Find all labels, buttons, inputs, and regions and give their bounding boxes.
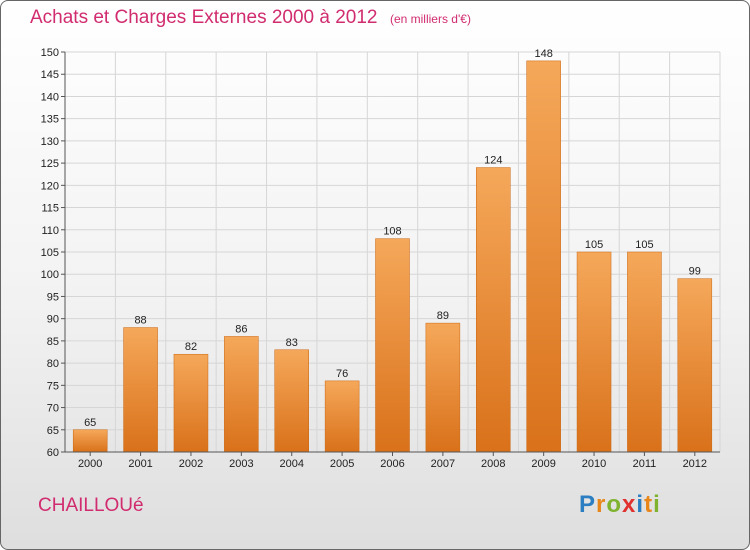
logo-letter: x (622, 491, 637, 518)
x-tick-label-2004: 2004 (279, 458, 303, 470)
bar-2002 (173, 353, 209, 453)
bar-2000 (72, 429, 108, 453)
data-label-2004: 83 (286, 337, 298, 349)
data-label-2000: 65 (84, 417, 96, 429)
bar-2007 (425, 322, 461, 453)
logo-letter: o (606, 491, 623, 518)
y-tick-label: 120 (41, 180, 59, 192)
y-tick-label: 90 (47, 314, 59, 326)
data-label-2010: 105 (585, 239, 603, 251)
y-tick-label: 105 (41, 247, 59, 259)
y-tick-label: 80 (47, 358, 59, 370)
y-tick-label: 60 (47, 447, 59, 459)
labels: 60 65 70 75 80 85 90 95 100 105 110 115 120 125 130 135… (41, 47, 707, 470)
proxiti-logo: Proxiti (579, 491, 661, 519)
bar-2011 (627, 251, 662, 453)
axes (61, 51, 720, 456)
y-tick-label: 110 (41, 225, 59, 237)
bar-2004 (274, 349, 309, 453)
y-tick-label: 75 (47, 380, 59, 392)
y-tick-label: 150 (41, 47, 59, 59)
x-tick-label-2006: 2006 (380, 458, 404, 470)
x-tick-label-2003: 2003 (229, 458, 253, 470)
chart-title: Achats et Charges Externes 2000 à 2012 (30, 7, 378, 28)
bar-2008 (476, 167, 511, 453)
bars (72, 60, 713, 453)
x-tick-label-2007: 2007 (431, 458, 455, 470)
y-tick-label: 145 (41, 69, 59, 81)
x-tick-label-2010: 2010 (582, 458, 606, 470)
x-tick-label-2005: 2005 (330, 458, 354, 470)
x-tick-label-2002: 2002 (179, 458, 203, 470)
data-label-2009: 148 (534, 48, 552, 60)
data-label-2007: 89 (437, 310, 449, 322)
x-tick-label-2008: 2008 (481, 458, 505, 470)
chart-unit: (en milliers d'€) (389, 12, 471, 26)
bar-2012 (677, 278, 713, 453)
x-tick-label-2001: 2001 (128, 458, 152, 470)
data-label-2006: 108 (383, 226, 401, 238)
data-label-2011: 105 (635, 239, 653, 251)
logo-letter: r (596, 491, 607, 518)
bar-2006 (375, 238, 410, 453)
x-tick-label-2012: 2012 (683, 458, 707, 470)
logo-letter: i (636, 491, 645, 518)
city-name: CHAILLOUé (38, 495, 144, 516)
bar-2003 (224, 336, 259, 453)
y-tick-label: 65 (47, 425, 59, 437)
x-tick-label-2011: 2011 (633, 458, 657, 470)
y-tick-label: 95 (47, 291, 59, 303)
x-tick-label-2009: 2009 (531, 458, 555, 470)
bar-2010 (576, 251, 612, 453)
bar-2005 (324, 380, 360, 453)
data-label-2001: 88 (134, 315, 146, 327)
logo-letter: t (644, 491, 654, 518)
logo-letter: P (579, 491, 597, 518)
data-label-2008: 124 (484, 155, 502, 167)
data-label-2003: 86 (235, 323, 247, 335)
data-label-2005: 76 (336, 368, 348, 380)
bar-2009 (526, 60, 561, 453)
y-tick-label: 115 (41, 203, 59, 215)
y-tick-label: 125 (41, 158, 59, 170)
y-tick-label: 100 (41, 269, 59, 281)
y-tick-label: 140 (41, 91, 59, 103)
data-label-2012: 99 (689, 266, 701, 278)
logo-letter: i (653, 491, 661, 518)
y-tick-label: 135 (41, 114, 59, 126)
data-label-2002: 82 (185, 341, 197, 353)
y-tick-label: 130 (41, 136, 59, 148)
chart-title-block: Achats et Charges Externes 2000 à 2012 (… (30, 7, 471, 29)
y-tick-label: 85 (47, 336, 59, 348)
bar-2001 (123, 327, 158, 453)
x-tick-label-2000: 2000 (78, 458, 102, 470)
y-tick-label: 70 (47, 403, 59, 415)
